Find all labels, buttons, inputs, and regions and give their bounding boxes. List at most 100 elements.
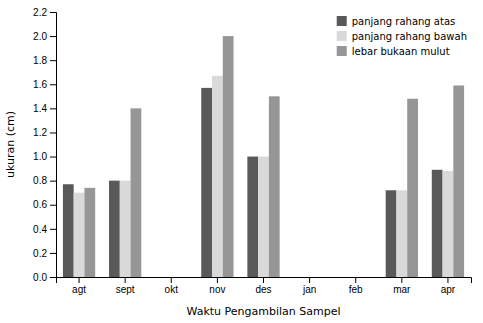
y-tick-label: 0.2: [33, 248, 47, 259]
y-axis-line: [50, 13, 57, 278]
x-tick-mark: [355, 277, 356, 283]
x-tick-label: feb: [349, 284, 363, 295]
bar: [63, 184, 74, 277]
x-tick-label: okt: [165, 284, 179, 295]
y-tick: 0.2: [33, 248, 56, 259]
x-tick-mark: [401, 277, 402, 283]
bar: [361, 277, 372, 278]
bar: [315, 277, 326, 278]
x-tick-mark: [447, 277, 448, 283]
x-tick-label: sept: [116, 284, 135, 295]
bar: [223, 36, 234, 277]
y-tick: 1.8: [33, 55, 56, 66]
x-tick: okt: [165, 277, 179, 295]
y-tick-label: 1.0: [33, 151, 47, 162]
x-tick: mar: [393, 277, 411, 295]
bar: [131, 108, 142, 277]
plot: agt sept okt nov des jan feb mar apr 0.0 0.2 0.4 0.6…: [4, 7, 472, 318]
y-tick-mark: [50, 157, 56, 158]
x-tick-mark: [309, 277, 310, 283]
y-tick: 0.4: [33, 224, 56, 235]
legend-label: panjang rahang bawah: [352, 31, 467, 42]
bar: [269, 96, 280, 277]
bar: [432, 170, 443, 277]
bar: [212, 76, 223, 277]
y-tick-label: 2.2: [33, 7, 47, 18]
legend-label: panjang rahang atas: [352, 16, 456, 27]
bar: [109, 181, 120, 277]
x-axis-title: Waktu Pengambilan Sampel: [186, 305, 340, 318]
bar: [350, 277, 361, 278]
x-tick: apr: [441, 277, 456, 295]
bar: [407, 99, 418, 277]
bar: [396, 190, 407, 277]
bars: [63, 36, 464, 277]
x-tick: jan: [302, 277, 316, 295]
legend-swatch: [337, 31, 347, 41]
y-tick-label: 1.6: [33, 79, 47, 90]
x-axis-line: [57, 278, 472, 284]
y-tick-label: 1.4: [33, 103, 47, 114]
x-tick-mark: [263, 277, 264, 283]
x-tick: agt: [72, 277, 86, 295]
bar: [84, 188, 95, 277]
bar: [247, 157, 258, 277]
bar: [304, 277, 315, 278]
x-tick-label: des: [255, 284, 271, 295]
bar: [155, 277, 166, 278]
legend: panjang rahang atas panjang rahang bawah l…: [337, 16, 467, 57]
y-tick-mark: [50, 181, 56, 182]
bar: [453, 85, 464, 277]
y-tick-label: 0.4: [33, 224, 47, 235]
bar: [74, 193, 85, 277]
bar: [443, 171, 454, 277]
y-tick: 1.6: [33, 79, 56, 90]
x-tick: feb: [349, 277, 363, 295]
bar: [177, 277, 188, 278]
y-tick-label: 0.6: [33, 199, 47, 210]
bar: [258, 157, 269, 277]
y-tick-mark: [50, 132, 56, 133]
legend-item: panjang rahang atas: [337, 16, 456, 27]
y-tick-mark: [50, 277, 56, 278]
y-axis-title: ukuran (cm): [4, 111, 17, 178]
bar: [166, 277, 177, 278]
bar-series: [63, 88, 443, 277]
bar: [120, 181, 131, 277]
y-tick-mark: [50, 229, 56, 230]
x-tick: des: [255, 277, 271, 295]
legend-item: panjang rahang bawah: [337, 31, 467, 42]
y-tick-label: 1.2: [33, 127, 47, 138]
y-tick-label: 2.0: [33, 31, 47, 42]
y-tick: 0.8: [33, 175, 56, 186]
y-tick-label: 1.8: [33, 55, 47, 66]
x-tick-label: agt: [72, 284, 86, 295]
bar: [386, 190, 397, 277]
y-axis: 0.0 0.2 0.4 0.6 0.8 1.0 1.2 1.4 1.6 1.8 2.0 2.2: [33, 7, 56, 283]
y-tick-mark: [50, 12, 56, 13]
bar: [201, 88, 212, 277]
y-tick-label: 0.8: [33, 175, 47, 186]
legend-swatch: [337, 16, 347, 26]
x-tick-mark: [79, 277, 80, 283]
x-tick-mark: [217, 277, 218, 283]
y-tick: 1.2: [33, 127, 56, 138]
x-tick: sept: [116, 277, 135, 295]
legend-swatch: [337, 46, 347, 56]
y-tick: 0.0: [33, 272, 56, 283]
y-tick: 1.4: [33, 103, 56, 114]
bar: [340, 277, 351, 278]
x-tick-mark: [171, 277, 172, 283]
x-tick-label: mar: [393, 284, 411, 295]
chart: agt sept okt nov des jan feb mar apr 0.0 0.2 0.4 0.6…: [0, 0, 483, 323]
bar: [293, 277, 304, 278]
y-tick-mark: [50, 84, 56, 85]
y-tick-mark: [50, 60, 56, 61]
x-tick: nov: [209, 277, 225, 295]
x-tick-mark: [125, 277, 126, 283]
y-tick-mark: [50, 205, 56, 206]
legend-label: lebar bukaan mulut: [352, 46, 450, 57]
x-tick-label: apr: [441, 284, 456, 295]
y-tick: 1.0: [33, 151, 56, 162]
x-tick-label: jan: [302, 284, 316, 295]
